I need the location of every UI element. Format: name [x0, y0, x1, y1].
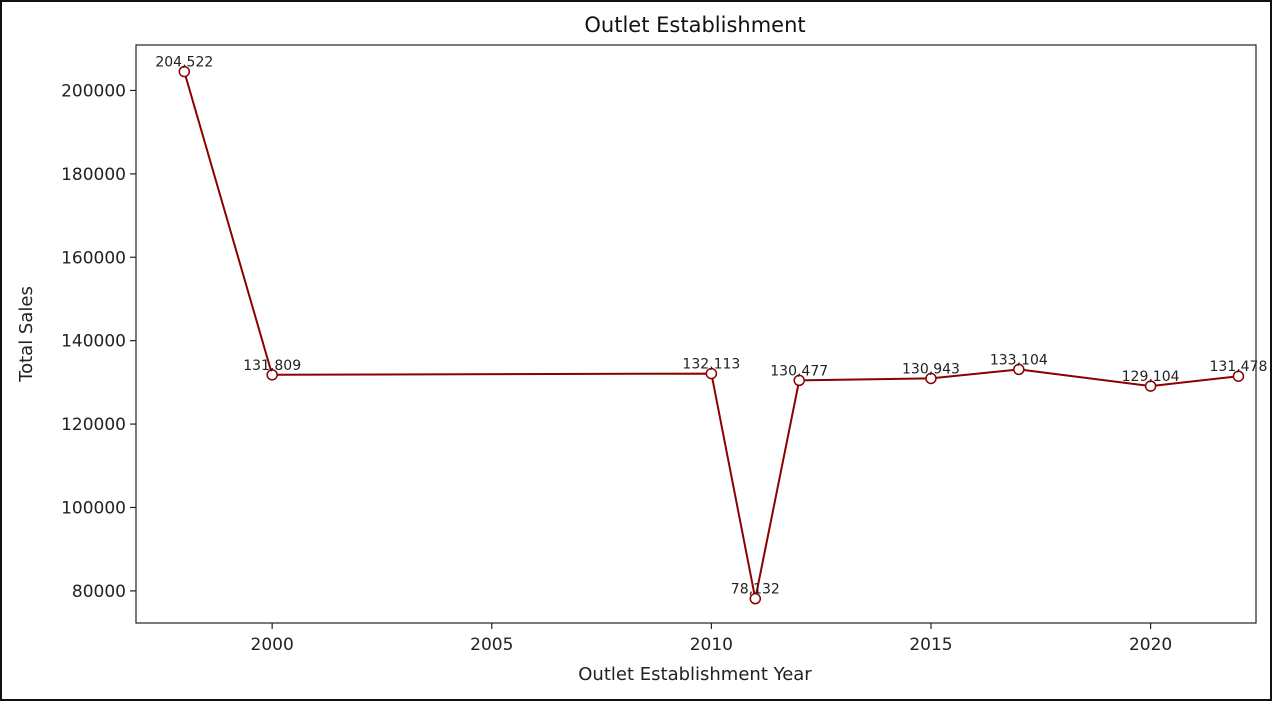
data-label: 131,478	[1209, 359, 1267, 375]
data-point	[1232, 370, 1245, 382]
x-tick-label: 2020	[1129, 635, 1172, 655]
y-tick-label: 200000	[61, 81, 126, 101]
data-label: 130,943	[902, 361, 960, 377]
y-tick-label: 80000	[72, 582, 126, 602]
data-label: 132,113	[682, 357, 740, 373]
y-tick-label: 120000	[61, 415, 126, 435]
data-point	[1013, 363, 1025, 376]
data-label: 133,104	[990, 352, 1048, 368]
x-tick-label: 2005	[470, 635, 513, 655]
x-axis-label: Outlet Establishment Year	[578, 664, 812, 685]
x-tick-label: 2010	[690, 635, 733, 655]
data-label: 130,477	[770, 363, 828, 379]
x-axis-ticks: 2000 2005 2010 2015 2020	[251, 623, 1172, 655]
y-tick-label: 100000	[61, 498, 126, 518]
data-point	[793, 374, 805, 387]
data-label: 204,522	[155, 55, 213, 71]
series-line	[183, 71, 1239, 599]
data-point	[749, 592, 762, 605]
y-axis-ticks: 80000 100000 120000 140000 160000 180000 20000…	[61, 81, 136, 602]
y-tick-label: 180000	[61, 165, 126, 185]
x-tick-label: 2000	[251, 635, 294, 655]
data-point	[266, 369, 278, 381]
series-sales: 204,522 131,809 132,113 78,132 130,477 130,94…	[155, 55, 1267, 605]
plot-area	[135, 44, 1257, 624]
data-point	[925, 372, 937, 385]
y-tick-label: 140000	[61, 332, 126, 352]
data-point	[705, 367, 718, 380]
data-point	[178, 65, 191, 78]
data-label: 78,132	[731, 582, 780, 598]
chart-title: Outlet Establishment	[584, 13, 805, 37]
y-tick-label: 160000	[61, 248, 126, 268]
y-axis-label: Total Sales	[16, 286, 37, 383]
x-tick-label: 2015	[909, 635, 952, 655]
data-point	[1144, 380, 1157, 392]
data-label: 129,104	[1122, 369, 1180, 385]
data-label: 131,809	[243, 358, 301, 374]
